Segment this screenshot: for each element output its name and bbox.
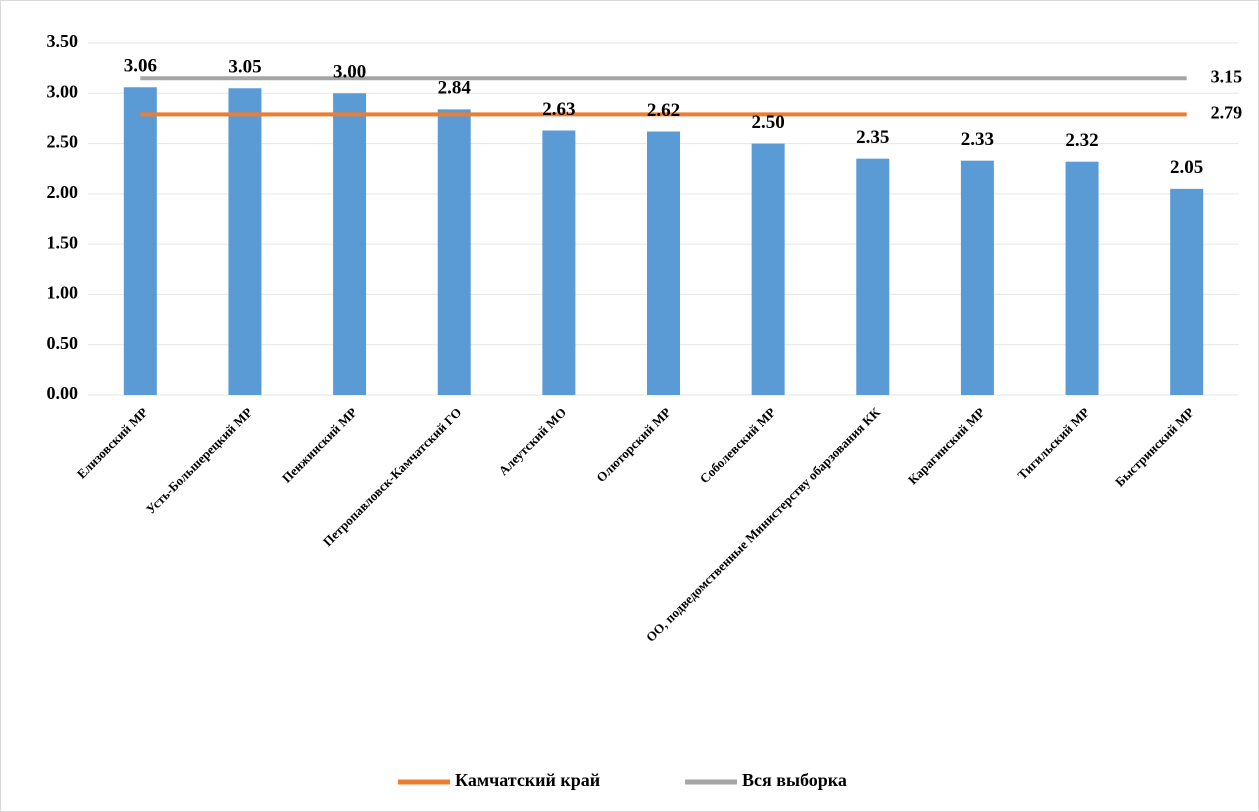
y-tick-label: 2.50 — [47, 132, 79, 152]
y-tick-label: 1.50 — [47, 232, 79, 252]
y-tick-label: 0.50 — [47, 333, 79, 353]
data-label: 2.50 — [752, 112, 785, 133]
bar — [1065, 161, 1099, 395]
legend-label: Вся выборка — [742, 770, 847, 790]
bar — [437, 109, 471, 396]
data-label: 2.05 — [1170, 157, 1203, 178]
data-label: 3.00 — [333, 62, 366, 83]
data-label: 2.63 — [542, 99, 575, 120]
bar — [856, 158, 890, 395]
line-value-label: 2.79 — [1211, 103, 1243, 123]
data-label: 3.06 — [124, 56, 157, 77]
y-tick-label: 0.00 — [47, 383, 79, 403]
bar — [751, 143, 785, 395]
y-tick-label: 1.00 — [47, 283, 79, 303]
y-tick-label: 3.50 — [47, 31, 79, 51]
data-label: 2.35 — [856, 127, 889, 148]
data-label: 2.84 — [438, 78, 472, 99]
bar — [123, 87, 157, 395]
bar — [542, 130, 576, 396]
bar — [228, 88, 262, 395]
legend-label: Камчатский край — [455, 770, 600, 790]
data-label: 2.32 — [1065, 130, 1098, 151]
bar — [647, 131, 680, 395]
y-tick-label: 2.00 — [47, 182, 79, 202]
data-label: 3.05 — [228, 57, 261, 78]
bar — [1170, 188, 1204, 395]
line-value-label: 3.15 — [1211, 66, 1243, 86]
data-label: 2.33 — [961, 129, 994, 150]
bar — [333, 93, 367, 396]
bar — [960, 160, 994, 395]
data-label: 2.62 — [647, 100, 680, 121]
y-tick-label: 3.00 — [47, 81, 79, 101]
